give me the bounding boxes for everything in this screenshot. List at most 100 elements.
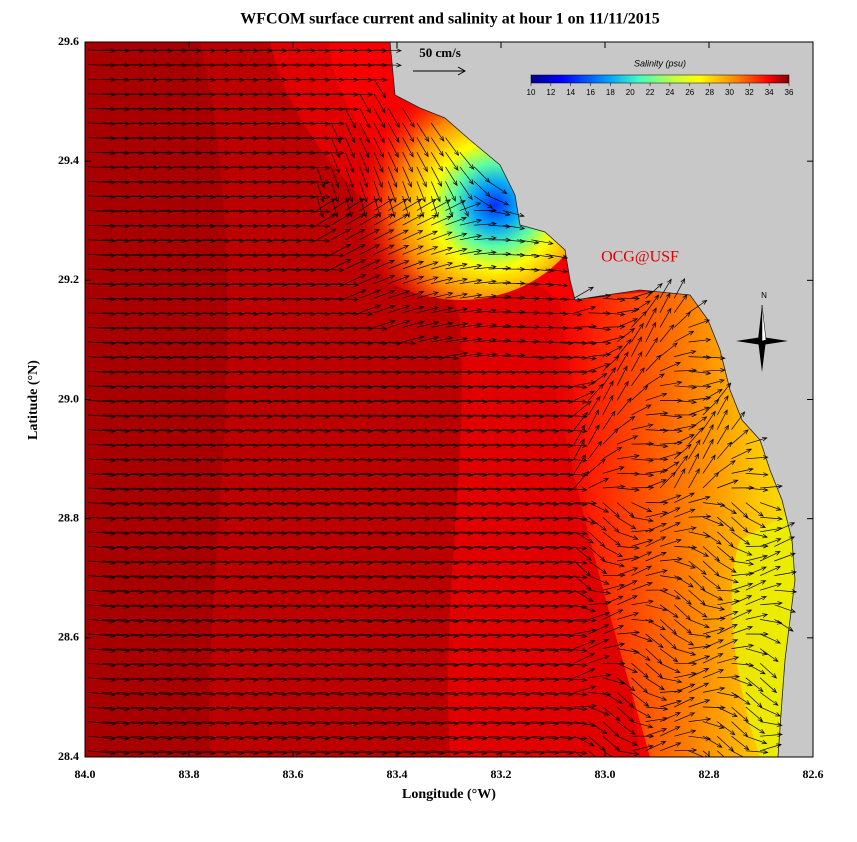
- current-vector: [588, 383, 604, 401]
- current-vector: [188, 209, 216, 214]
- current-vector: [116, 209, 145, 214]
- current-vector: [488, 384, 517, 390]
- current-vector: [259, 399, 288, 405]
- current-vector: [302, 297, 331, 302]
- current-vector: [331, 428, 359, 434]
- current-vector: [116, 106, 145, 112]
- current-vector: [431, 262, 454, 270]
- current-vector: [345, 166, 354, 189]
- current-vector: [316, 213, 337, 226]
- current-vector: [488, 458, 517, 463]
- current-vector: [659, 380, 683, 387]
- current-vector: [288, 443, 317, 448]
- current-vector: [216, 282, 245, 287]
- current-vector: [545, 340, 574, 346]
- current-vector: [588, 502, 610, 513]
- current-vector: [745, 749, 769, 755]
- current-vector: [717, 624, 738, 635]
- current-vector: [416, 215, 438, 226]
- current-vector: [402, 443, 431, 448]
- current-vector: [745, 580, 767, 591]
- current-vector: [373, 244, 395, 255]
- current-vector: [445, 195, 454, 218]
- current-vector: [87, 62, 116, 68]
- current-vector: [502, 458, 531, 463]
- current-vector: [631, 322, 644, 343]
- current-vector: [316, 399, 345, 405]
- current-vector: [645, 511, 669, 518]
- current-vector: [130, 223, 159, 229]
- current-vector: [531, 443, 560, 448]
- current-vector: [445, 137, 460, 157]
- current-vector: [388, 305, 411, 314]
- current-vector: [359, 274, 381, 284]
- current-vector: [102, 399, 131, 405]
- current-vector: [331, 48, 359, 53]
- current-vector: [588, 750, 596, 757]
- current-vector: [588, 655, 611, 664]
- current-vector: [330, 181, 339, 204]
- y-tick-label: 28.8: [58, 510, 79, 524]
- current-vector: [459, 384, 488, 390]
- current-vector: [402, 370, 431, 375]
- current-vector: [445, 152, 459, 172]
- current-vector: [202, 267, 231, 273]
- current-vector: [188, 165, 216, 170]
- current-vector: [502, 338, 526, 344]
- current-vector: [373, 275, 396, 284]
- current-vector: [688, 319, 711, 328]
- current-vector: [345, 443, 374, 448]
- current-vector: [102, 458, 131, 463]
- current-vector: [145, 62, 174, 68]
- colorbar-tick-label: 16: [586, 88, 595, 97]
- current-vector: [545, 399, 574, 405]
- current-vector: [102, 77, 131, 83]
- current-vector: [416, 414, 445, 419]
- current-vector: [559, 633, 588, 639]
- current-vector: [588, 531, 606, 548]
- current-vector: [188, 179, 216, 185]
- current-vector: [445, 458, 474, 463]
- current-vector: [87, 428, 116, 434]
- current-vector: [388, 229, 409, 241]
- current-vector: [574, 589, 594, 602]
- current-vector: [559, 297, 583, 303]
- current-vector: [674, 311, 691, 328]
- current-vector: [288, 179, 317, 185]
- current-vector: [331, 370, 359, 375]
- current-vector: [259, 238, 288, 244]
- current-vector: [273, 340, 302, 346]
- current-vector: [645, 428, 669, 433]
- current-vector: [474, 399, 502, 405]
- current-vector: [188, 92, 216, 97]
- current-vector: [331, 443, 359, 448]
- current-vector: [116, 165, 145, 170]
- current-vector: [273, 209, 302, 214]
- current-vector: [559, 443, 588, 448]
- current-vector: [173, 326, 202, 331]
- current-vector: [188, 77, 216, 83]
- current-vector: [273, 267, 302, 273]
- current-vector: [574, 668, 596, 679]
- current-vector: [316, 253, 345, 258]
- current-vector: [259, 384, 288, 390]
- current-vector: [588, 440, 603, 460]
- current-vector: [359, 77, 388, 83]
- colorbar-tick-label: 18: [606, 88, 615, 97]
- current-vector: [416, 261, 439, 270]
- current-vector: [202, 106, 231, 112]
- current-vector: [102, 136, 131, 141]
- current-vector: [616, 531, 639, 540]
- current-vector: [173, 253, 202, 258]
- current-vector: [102, 311, 131, 317]
- current-vector: [116, 238, 145, 244]
- current-vector: [731, 626, 754, 635]
- current-vector: [702, 399, 720, 416]
- current-vector: [431, 443, 460, 448]
- current-vector: [159, 267, 188, 273]
- y-tick-label: 29.2: [58, 272, 79, 286]
- current-vector: [230, 62, 259, 68]
- current-vector: [459, 337, 483, 343]
- current-vector: [645, 569, 668, 576]
- current-vector: [588, 560, 608, 575]
